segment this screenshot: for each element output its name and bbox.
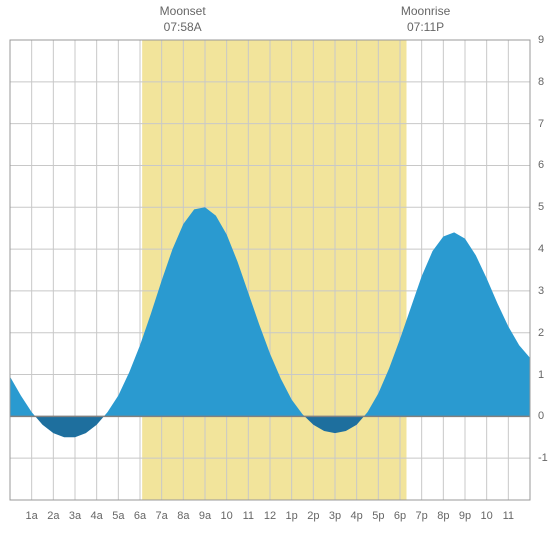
tide-chart: 1a2a3a4a5a6a7a8a9a1011121p2p3p4p5p6p7p8p… <box>0 0 550 550</box>
chart-svg <box>0 0 550 550</box>
